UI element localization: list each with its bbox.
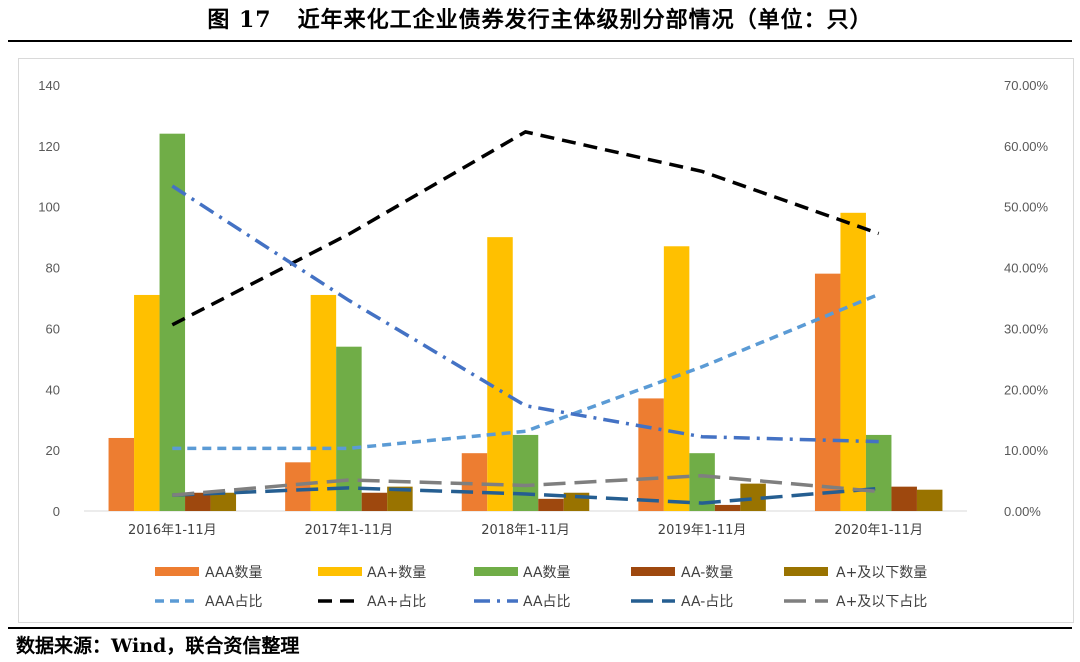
legend-label: AA+数量 — [367, 565, 426, 581]
x-category-label: 2020年1-11月 — [834, 523, 923, 538]
line-aaa-share — [172, 292, 880, 451]
legend-swatch-aa — [474, 567, 518, 576]
y-left-tick-label: 40 — [46, 382, 60, 397]
bar-aaplus — [487, 237, 513, 511]
y-left-tick-label: 120 — [38, 139, 60, 154]
bar-aaminus — [714, 504, 741, 511]
source-note: 数据来源：Wind，联合资信整理 — [16, 635, 300, 657]
y-right-tick-label: 40.00% — [1004, 261, 1049, 276]
legend-label: A+及以下占比 — [836, 594, 927, 610]
bar-aa — [512, 434, 539, 511]
figure-title-text: 近年来化工企业债券发行主体级别分部情况（单位：只） — [297, 7, 873, 33]
bar-aaa — [638, 398, 664, 511]
chart: 0 20 40 60 80 100 120 140 0.00% 10.00% 20.00% 30.00… — [38, 78, 1049, 610]
y-left-tick-label: 0 — [53, 504, 60, 519]
y-right-tick-label: 30.00% — [1004, 321, 1049, 336]
bar-aplusbelow — [916, 489, 943, 511]
bar-aa — [865, 434, 892, 511]
y-left-tick-label: 80 — [46, 261, 60, 276]
y-left-tick-label: 60 — [46, 321, 60, 336]
legend-swatch-aplus-below — [784, 567, 828, 576]
y-left-tick-label: 20 — [46, 443, 60, 458]
legend-swatch-aaminus — [631, 567, 675, 576]
legend-swatch-aaplus — [318, 567, 362, 576]
legend-swatch-aaa — [155, 567, 199, 576]
bar-aaminus — [538, 498, 564, 511]
bar-aaminus — [185, 492, 211, 511]
x-category-label: 2019年1-11月 — [658, 523, 747, 538]
legend-label: AA占比 — [523, 594, 571, 610]
line-aa-share — [171, 184, 879, 444]
x-category-label: 2018年1-11月 — [481, 523, 570, 538]
legend-label: AA-占比 — [681, 594, 733, 610]
top-rule — [8, 40, 1072, 42]
legend-label: A+及以下数量 — [836, 565, 927, 581]
y-left-tick-label: 100 — [38, 200, 60, 215]
legend-label: AAA数量 — [205, 565, 263, 581]
line-aaplus-share — [171, 130, 880, 327]
legend-label: AA-数量 — [681, 565, 733, 581]
legend-label: AAA占比 — [205, 594, 263, 610]
y-left-tick-label: 140 — [38, 78, 60, 93]
bottom-rule — [8, 627, 1072, 629]
line-aplus-below-share — [172, 473, 879, 497]
line-aaminus-share — [172, 486, 879, 505]
bar-aaa — [108, 437, 135, 511]
bar-aaa — [285, 462, 311, 511]
bar-aa — [336, 346, 362, 511]
chart-frame — [18, 58, 1074, 623]
bar-aaa — [814, 273, 841, 511]
bar-aaplus — [663, 246, 690, 511]
figure-number: 图 17 — [207, 7, 272, 33]
bar-aaminus — [361, 492, 388, 511]
y-right-tick-label: 20.00% — [1004, 382, 1049, 397]
bar-aaminus — [891, 486, 917, 511]
y-right-tick-label: 10.00% — [1004, 443, 1049, 458]
bar-aplusbelow — [210, 492, 237, 511]
y-right-tick-label: 60.00% — [1004, 139, 1049, 154]
x-category-label: 2017年1-11月 — [305, 523, 394, 538]
y-right-tick-label: 0.00% — [1004, 504, 1041, 519]
legend-label: AA数量 — [523, 565, 571, 581]
bar-aaplus — [310, 294, 337, 511]
bar-aaplus — [134, 294, 160, 511]
bar-aaplus — [840, 212, 866, 512]
x-category-label: 2016年1-11月 — [128, 523, 217, 538]
y-right-tick-label: 50.00% — [1004, 200, 1049, 215]
y-right-tick-label: 70.00% — [1004, 78, 1049, 93]
figure-title: 图 17 近年来化工企业债券发行主体级别分部情况（单位：只） — [0, 0, 1080, 36]
legend-label: AA+占比 — [367, 594, 426, 610]
